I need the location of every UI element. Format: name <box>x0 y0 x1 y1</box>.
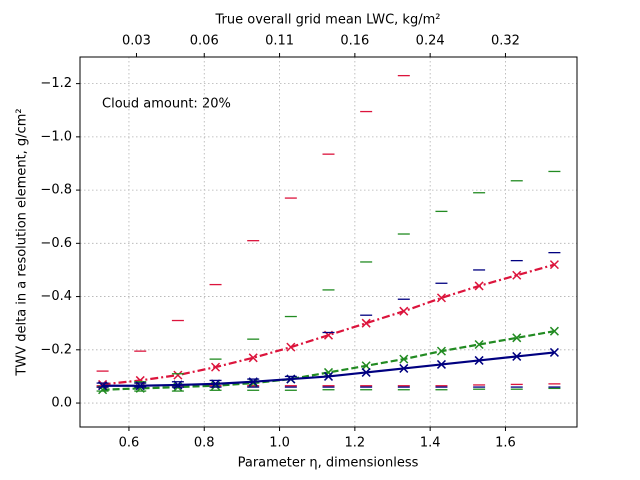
x-tick-label: 1.0 <box>269 436 290 451</box>
y-tick-label: −0.8 <box>40 183 72 198</box>
marker <box>436 359 446 369</box>
marker <box>248 353 258 363</box>
marker <box>436 346 446 356</box>
marker <box>98 381 108 391</box>
x-tick-label: 1.2 <box>345 436 366 451</box>
top-tick-label: 0.06 <box>190 34 219 49</box>
marker <box>173 370 183 380</box>
x-axis-label: Parameter η, dimensionless <box>238 456 419 471</box>
marker <box>474 355 484 365</box>
marker <box>361 367 371 377</box>
marker <box>549 347 559 357</box>
marker <box>549 326 559 336</box>
marker <box>549 260 559 270</box>
marker <box>399 363 409 373</box>
marker <box>399 306 409 316</box>
marker <box>211 362 221 372</box>
marker <box>512 270 522 280</box>
marker <box>286 342 296 352</box>
annotation: Cloud amount: 20% <box>102 97 231 112</box>
y-axis-label: TWV delta in a resolution element, g/cm² <box>15 108 30 376</box>
y-tick-label: −0.2 <box>40 342 72 357</box>
marker <box>512 333 522 343</box>
plot-frame <box>79 56 578 428</box>
marker <box>286 374 296 384</box>
x-tick-label: 0.6 <box>119 436 140 451</box>
marker <box>248 378 258 388</box>
marker <box>211 379 221 389</box>
marker <box>173 380 183 390</box>
marker <box>512 351 522 361</box>
y-tick-label: −0.4 <box>40 289 72 304</box>
marker <box>399 354 409 364</box>
marker <box>361 361 371 371</box>
marker <box>361 318 371 328</box>
y-tick-label: −1.2 <box>40 76 72 91</box>
x-tick-label: 1.4 <box>420 436 441 451</box>
y-tick-label: −1.0 <box>40 129 72 144</box>
top-tick-label: 0.32 <box>491 34 520 49</box>
x-tick-label: 1.6 <box>495 436 516 451</box>
marker <box>474 281 484 291</box>
marker <box>248 377 258 387</box>
marker <box>135 381 145 391</box>
top-tick-label: 0.16 <box>340 34 369 49</box>
y-tick-label: 0.0 <box>51 396 72 411</box>
top-tick-label: 0.11 <box>265 34 294 49</box>
marker <box>323 371 334 381</box>
y-tick-label: −0.6 <box>40 236 72 251</box>
top-tick-label: 0.03 <box>122 34 151 49</box>
top-axis-label: True overall grid mean LWC, kg/m² <box>215 13 441 28</box>
x-tick-label: 0.8 <box>194 436 215 451</box>
marker <box>474 339 484 350</box>
top-tick-label: 0.24 <box>416 34 445 49</box>
marker <box>436 293 446 303</box>
